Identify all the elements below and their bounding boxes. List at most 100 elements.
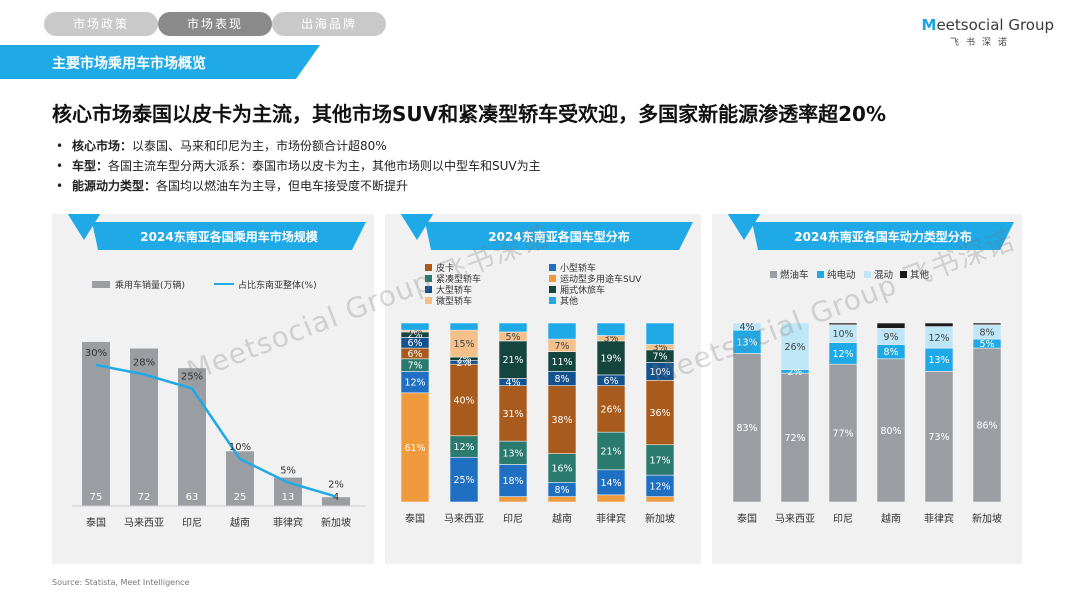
legend-label: 占比东南亚整体(%) xyxy=(238,279,317,291)
stack-segment xyxy=(645,379,675,446)
stack-segment xyxy=(596,340,626,376)
stack-segment xyxy=(547,453,577,483)
segment-label: 86% xyxy=(976,421,997,432)
bullet-text: 各国主流车型分两大派系：泰国市场以皮卡为主，其他市场则以中型车和SUV为主 xyxy=(108,159,541,173)
segment-label: 21% xyxy=(600,446,621,457)
x-tick-label: 新加坡 xyxy=(645,512,675,525)
stack-segment xyxy=(400,392,430,503)
bar xyxy=(178,368,206,506)
x-tick-label: 印尼 xyxy=(182,517,202,529)
segment-label: 31% xyxy=(502,409,523,420)
tab-market-performance[interactable]: 市场表现 xyxy=(158,12,272,36)
bar-value-label: 63 xyxy=(186,492,199,503)
segment-label: 61% xyxy=(404,443,425,454)
tab-overseas-brands[interactable]: 出海品牌 xyxy=(272,12,386,36)
line-value-label: 30% xyxy=(85,348,107,359)
segment-label: 15% xyxy=(453,339,474,350)
stack-segment xyxy=(449,363,479,437)
line-value-label: 10% xyxy=(229,442,251,453)
stack-segment xyxy=(645,496,675,503)
stack-segment xyxy=(596,322,626,336)
segment-label: 38% xyxy=(551,415,572,426)
stack-segment xyxy=(596,385,626,433)
segment-label: 77% xyxy=(832,429,853,440)
legend-label: 乘用车销量(万辆) xyxy=(115,279,185,291)
stack-segment xyxy=(972,347,1002,503)
chart-title: 2024东南亚各国车型分布 xyxy=(488,229,629,244)
segment-label: 14% xyxy=(600,478,621,489)
title-tab-marker xyxy=(400,214,434,240)
stack-segment xyxy=(547,385,577,454)
bar xyxy=(82,341,110,506)
bar xyxy=(226,451,254,506)
legend-label: 微型轿车 xyxy=(436,295,472,307)
bullet-item: 车型：各国主流车型分两大派系：泰国市场以皮卡为主，其他市场则以中型车和SUV为主 xyxy=(56,156,541,176)
segment-label: 17% xyxy=(649,455,670,466)
legend-label: 其他 xyxy=(560,295,578,307)
source-note: Source: Statista, Meet Intelligence xyxy=(52,578,190,587)
stack-segment xyxy=(645,322,675,345)
segment-label: 12% xyxy=(832,349,853,360)
bullet-text: 各国均以燃油车为主导，但电车接受度不断提升 xyxy=(156,179,409,193)
x-tick-label: 菲律宾 xyxy=(924,512,954,525)
segment-label: 2% xyxy=(456,354,471,365)
segment-label: 12% xyxy=(453,442,474,453)
segment-label: 26% xyxy=(784,342,805,353)
legend-swatch xyxy=(817,271,824,278)
segment-label: 7% xyxy=(407,361,422,372)
legend-label: 大型轿车 xyxy=(436,284,472,296)
chart-title-banner xyxy=(425,222,693,250)
x-tick-label: 泰国 xyxy=(737,512,757,525)
section-banner: 主要市场乘用车市场概览 xyxy=(0,45,320,79)
segment-label: 72% xyxy=(784,433,805,444)
stack-segment xyxy=(449,322,479,331)
title-tab-marker xyxy=(67,214,101,240)
segment-label: 4% xyxy=(739,322,754,333)
legend-label: 紧凑型轿车 xyxy=(436,273,481,285)
segment-label: 7% xyxy=(652,352,667,363)
x-tick-label: 新加坡 xyxy=(972,512,1002,525)
x-tick-label: 马来西亚 xyxy=(444,513,484,525)
tab-market-policy[interactable]: 市场政策 xyxy=(44,12,158,36)
bullet-label: 能源动力类型： xyxy=(72,179,157,193)
segment-label: 21% xyxy=(502,355,523,366)
stack-segment xyxy=(400,322,430,331)
legend-swatch xyxy=(900,271,907,278)
chart-title: 2024东南亚各国乘用车市场规模 xyxy=(140,229,318,244)
segment-label: 12% xyxy=(928,333,949,344)
line-value-label: 2% xyxy=(328,480,344,491)
company-logo: Meetsocial Group 飞书深诺 xyxy=(922,16,1054,48)
legend-swatch xyxy=(425,264,432,271)
legend-label: 皮卡 xyxy=(436,262,454,274)
stack-segment xyxy=(498,322,528,333)
segment-label: 3% xyxy=(652,343,667,354)
segment-label: 8% xyxy=(883,347,898,358)
legend-label: 小型轿车 xyxy=(560,262,596,274)
logo-mark: M xyxy=(921,16,937,34)
stack-segment xyxy=(498,496,528,503)
segment-label: 5% xyxy=(505,332,520,343)
stack-segment xyxy=(449,456,479,503)
stack-segment xyxy=(780,372,810,503)
title-tab-marker xyxy=(727,214,761,240)
stack-segment xyxy=(828,363,858,503)
legend-swatch xyxy=(770,271,777,278)
bar xyxy=(322,497,350,506)
segment-label: 13% xyxy=(502,448,523,459)
x-tick-label: 越南 xyxy=(552,512,572,525)
legend-label: 纯电动 xyxy=(827,269,856,281)
segment-label: 26% xyxy=(600,404,621,415)
chart-title: 2024东南亚各国车动力类型分布 xyxy=(794,229,971,244)
section-title: 主要市场乘用车市场概览 xyxy=(52,56,206,72)
vehicle-type-panel: 2024东南亚各国车型分布 皮卡 小型轿车 紧凑型轿车 运动型多用途车SUV 大型轿车 厢式… xyxy=(385,214,701,564)
stack-segment xyxy=(876,322,906,329)
market-size-panel: 2024东南亚各国乘用车市场规模 乘用车销量(万辆) 占比东南亚整体(%) 75 泰国 7… xyxy=(52,214,374,564)
segment-label: 8% xyxy=(979,327,994,338)
segment-label: 2% xyxy=(787,367,802,378)
line-value-label: 5% xyxy=(280,466,296,477)
segment-label: 2% xyxy=(456,358,471,369)
chart-title-banner xyxy=(92,222,366,250)
logo-subtitle: 飞书深诺 xyxy=(949,38,1014,48)
